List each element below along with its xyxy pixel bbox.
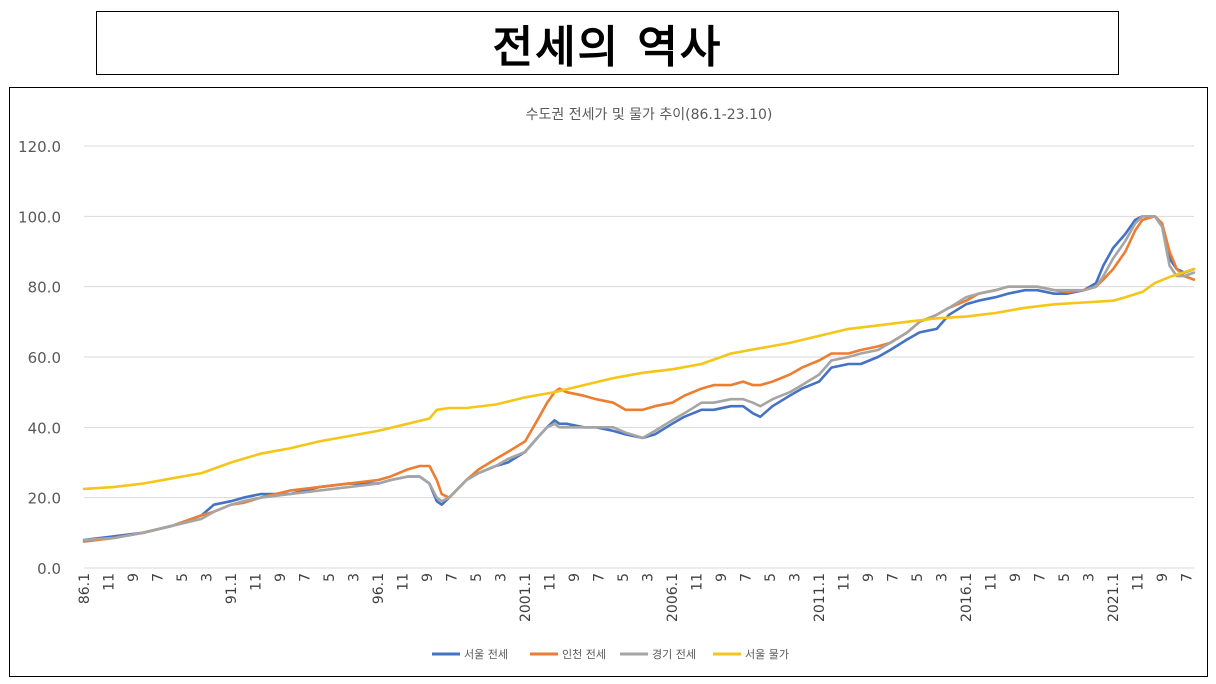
series-line-1 xyxy=(82,215,1196,542)
x-tick-label: 2001.1 xyxy=(518,573,534,622)
x-tick-label: 9 xyxy=(273,573,289,582)
x-tick-label: 2006.1 xyxy=(665,573,681,622)
x-tick-label: 7 xyxy=(298,573,314,582)
x-tick-label: 11 xyxy=(102,573,118,591)
x-tick-label: 5 xyxy=(322,573,338,582)
x-tick-label: 5 xyxy=(763,573,779,582)
x-tick-label: 11 xyxy=(249,573,265,591)
x-tick-label: 2016.1 xyxy=(959,573,975,622)
legend-label: 서울 물가 xyxy=(745,648,789,661)
x-tick-label: 11 xyxy=(690,573,706,591)
x-tick-label: 11 xyxy=(396,573,412,591)
x-tick-label: 5 xyxy=(1057,573,1073,582)
x-tick-label: 5 xyxy=(616,573,632,582)
x-tick-label: 9 xyxy=(420,573,436,582)
chart-frame: 수도권 전세가 및 물가 추이(86.1-23.10) 0.0 20.0 40.0 60… xyxy=(9,87,1208,677)
y-tick-label: 0.0 xyxy=(37,560,61,578)
legend-label: 서울 전세 xyxy=(464,648,508,661)
legend-label: 경기 전세 xyxy=(652,648,696,661)
y-tick-label: 60.0 xyxy=(28,349,61,367)
x-tick-label: 7 xyxy=(1033,573,1049,582)
y-tick-label: 120.0 xyxy=(18,138,61,156)
x-tick-label: 3 xyxy=(641,573,657,582)
x-tick-label: 2011.1 xyxy=(812,573,828,622)
x-tick-label: 91.1 xyxy=(224,573,240,604)
x-tick-label: 9 xyxy=(126,573,142,582)
x-tick-label: 3 xyxy=(1082,573,1098,582)
x-tick-label: 5 xyxy=(469,573,485,582)
y-tick-label: 40.0 xyxy=(28,419,61,437)
x-tick-label: 2021.1 xyxy=(1106,573,1122,622)
x-tick-label: 86.1 xyxy=(77,573,93,604)
x-tick-label: 9 xyxy=(861,573,877,582)
y-tick-label: 80.0 xyxy=(28,279,61,297)
x-tick-label: 9 xyxy=(714,573,730,582)
x-tick-label: 11 xyxy=(984,573,1000,591)
x-tick-label: 96.1 xyxy=(371,573,387,604)
x-tick-label: 7 xyxy=(445,573,461,582)
x-tick-label: 11 xyxy=(1131,573,1147,591)
line-chart: 수도권 전세가 및 물가 추이(86.1-23.10) 0.0 20.0 40.0 60… xyxy=(18,107,1196,661)
series-line-4 xyxy=(82,267,1196,491)
chart-title: 수도권 전세가 및 물가 추이(86.1-23.10) xyxy=(526,107,773,123)
x-tick-label: 3 xyxy=(935,573,951,582)
series-line-2 xyxy=(82,215,1196,543)
x-tick-label: 7 xyxy=(886,573,902,582)
x-tick-label: 7 xyxy=(151,573,167,582)
page-title-box: 전세의 역사 xyxy=(96,11,1119,75)
x-tick-label: 7 xyxy=(739,573,755,582)
series-line-3 xyxy=(82,215,1196,542)
legend-label: 인천 전세 xyxy=(562,647,606,661)
x-tick-label: 11 xyxy=(543,573,559,591)
x-tick-label: 9 xyxy=(1155,573,1171,582)
x-tick-label: 11 xyxy=(837,573,853,591)
x-tick-label: 9 xyxy=(1008,573,1024,582)
x-tick-label: 3 xyxy=(494,573,510,582)
x-tick-label: 3 xyxy=(788,573,804,582)
x-tick-label: 3 xyxy=(200,573,216,582)
page-title: 전세의 역사 xyxy=(492,22,723,73)
x-tick-label: 5 xyxy=(910,573,926,582)
x-tick-label: 7 xyxy=(1180,573,1196,582)
x-tick-label: 3 xyxy=(347,573,363,582)
x-tick-label: 7 xyxy=(592,573,608,582)
y-tick-label: 100.0 xyxy=(18,208,61,226)
x-tick-label: 5 xyxy=(175,573,191,582)
x-tick-label: 9 xyxy=(567,573,583,582)
y-tick-label: 20.0 xyxy=(28,490,61,508)
